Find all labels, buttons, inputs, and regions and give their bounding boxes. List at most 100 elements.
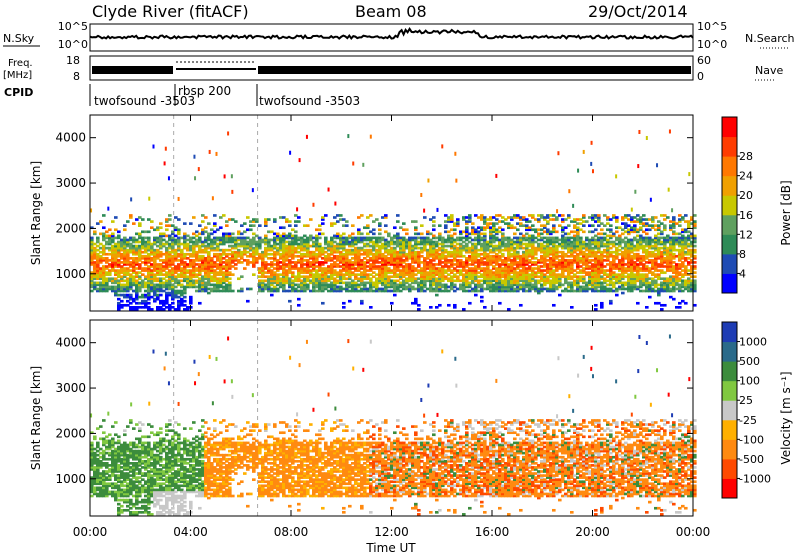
power-echo-cell [234, 246, 238, 250]
power-echo-cell [552, 261, 556, 264]
power-echo-cell [189, 240, 193, 244]
power-echo-cell [459, 269, 463, 272]
power-echo-cell [435, 271, 439, 274]
power-echo-cell [174, 289, 178, 293]
power-echo-cell [291, 250, 295, 254]
power-echo-cell [540, 246, 544, 250]
power-echo-cell [93, 246, 97, 250]
power-echo-cell [138, 248, 142, 252]
power-echo-cell [261, 279, 265, 283]
power-echo-cell [462, 218, 466, 221]
power-echo-cell [501, 267, 505, 270]
power-echo-cell [264, 265, 268, 268]
power-echo-cell [189, 283, 193, 287]
power-echo-cell [180, 293, 184, 297]
power-echo-cell [195, 238, 199, 242]
power-echo-cell [501, 285, 505, 289]
power-echo-cell [525, 248, 529, 252]
power-echo-cell [159, 222, 163, 225]
power-echo-cell [231, 244, 235, 248]
power-echo-cell [120, 240, 124, 244]
power-echo-cell [93, 281, 97, 285]
power-echo-cell [321, 301, 325, 305]
power-echo-cell [144, 254, 148, 258]
power-echo-cell [198, 238, 202, 242]
power-echo-cell [396, 265, 400, 268]
power-echo-cell [105, 267, 109, 270]
power-echo-cell [498, 248, 502, 252]
power-echo-cell [315, 285, 319, 289]
power-echo-cell [429, 259, 433, 262]
power-echo-cell [432, 257, 436, 260]
power-echo-cell [537, 289, 541, 293]
power-echo-cell [582, 259, 586, 262]
power-echo-cell [192, 273, 196, 276]
power-echo-cell [579, 269, 583, 272]
power-echo-cell [216, 283, 220, 287]
power-echo-cell [447, 236, 451, 240]
power-echo-cell [294, 238, 298, 242]
power-echo-cell [381, 287, 385, 291]
power-echo-cell [324, 254, 328, 258]
power-echo-cell [282, 273, 286, 276]
power-echo-cell [264, 240, 268, 244]
power-echo-cell [108, 242, 112, 246]
power-echo-cell [135, 301, 139, 305]
power-echo-cell [387, 279, 391, 283]
power-echo-cell [528, 279, 532, 283]
power-echo-cell [117, 242, 121, 246]
power-echo-cell [129, 269, 133, 272]
power-echo-cell [138, 301, 142, 305]
power-echo-cell [276, 279, 280, 283]
power-echo-cell [216, 281, 220, 285]
power-echo-cell [399, 261, 403, 264]
power-echo-cell [354, 277, 358, 281]
power-echo-cell [672, 216, 676, 219]
power-echo-cell [423, 271, 427, 274]
power-echo-cell [117, 250, 121, 254]
power-echo-cell [279, 277, 283, 281]
power-echo-cell [147, 242, 151, 246]
power-echo-cell [273, 254, 277, 258]
power-echo-cell [207, 236, 211, 240]
power-echo-cell [198, 254, 202, 258]
power-echo-cell [534, 271, 538, 274]
power-echo-cell [510, 216, 514, 219]
power-echo-cell [294, 277, 298, 281]
power-echo-cell [453, 306, 457, 309]
power-echo-cell [315, 261, 319, 264]
power-echo-cell [141, 306, 145, 309]
power-echo-cell [480, 216, 484, 219]
power-echo-cell [513, 281, 517, 285]
power-echo-cell [216, 252, 220, 256]
power-echo-cell [156, 289, 160, 293]
power-echo-cell [351, 273, 355, 276]
power-echo-cell [315, 244, 319, 248]
power-echo-cell [552, 228, 556, 232]
power-echo-cell [108, 252, 112, 256]
power-echo-cell [141, 242, 145, 246]
power-echo-cell [108, 271, 112, 274]
power-echo-cell [153, 240, 157, 244]
power-echo-cell [339, 214, 343, 217]
power-echo-cell [138, 263, 142, 266]
power-echo-cell [345, 224, 349, 227]
power-echo-cell [219, 254, 223, 258]
power-echo-cell [408, 283, 412, 287]
power-echo-cell [495, 252, 499, 256]
power-echo-cell [468, 248, 472, 252]
power-echo-cell [390, 281, 394, 285]
power-echo-cell [336, 214, 340, 217]
power-echo-cell [225, 240, 229, 244]
power-echo-cell [105, 240, 109, 244]
power-echo-cell [348, 269, 352, 272]
power-echo-cell [546, 252, 550, 256]
power-echo-cell [405, 240, 409, 244]
power-echo-cell [525, 252, 529, 256]
power-echo-cell [111, 265, 115, 268]
power-echo-cell [420, 238, 424, 242]
power-echo-cell [414, 254, 418, 258]
power-echo-cell [90, 242, 94, 246]
power-echo-cell [132, 289, 136, 293]
power-echo-cell [297, 242, 301, 246]
